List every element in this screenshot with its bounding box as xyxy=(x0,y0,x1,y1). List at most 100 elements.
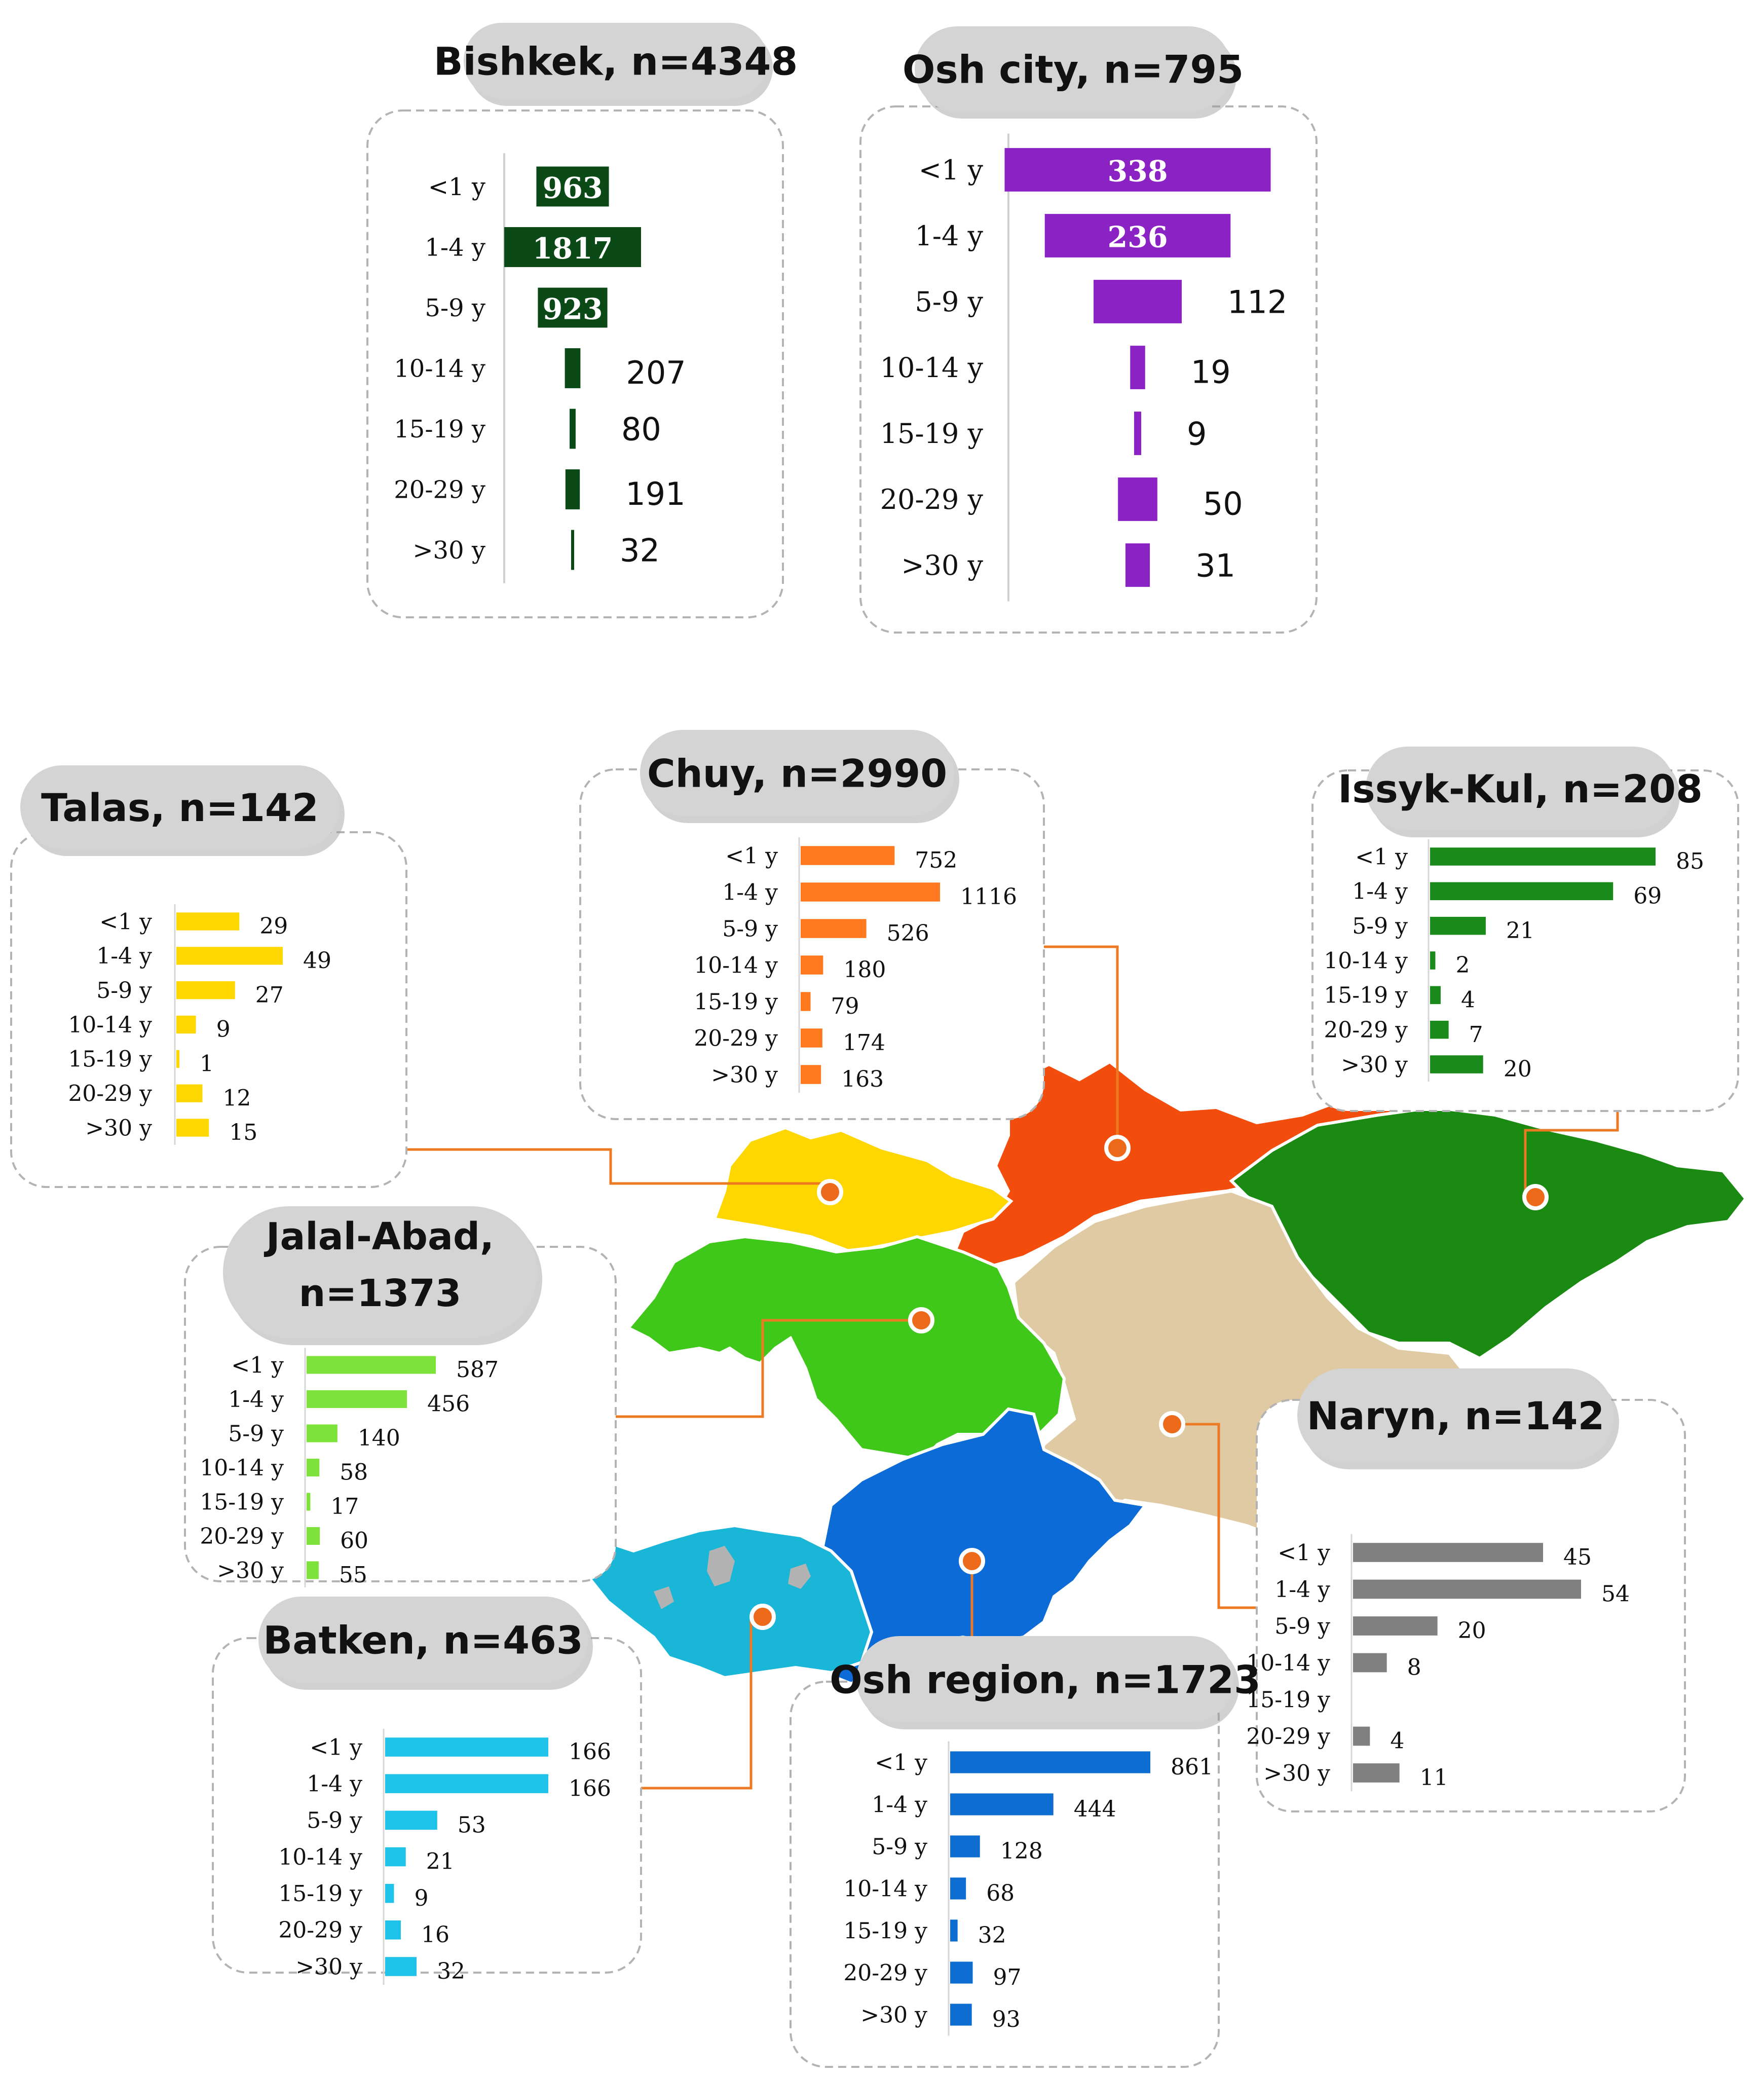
title-pill xyxy=(856,1636,1234,1722)
chart-panel-jalal_abad: Jalal-Abad, n=1373 <1 y 587 1-4 y 456 5-9 y 140… xyxy=(184,1206,617,1588)
value-label: 163 xyxy=(841,1066,884,1092)
chart-title: Issyk-Kul, n=208 xyxy=(1338,766,1703,811)
category-label: 15-19 y xyxy=(200,1489,284,1515)
title-pill xyxy=(1366,747,1675,830)
bar xyxy=(307,1493,311,1511)
bar xyxy=(950,1919,958,1942)
value-label: 207 xyxy=(626,354,686,391)
bar xyxy=(950,2004,972,2026)
chart-panel-chuy: Chuy, n=2990 <1 y 752 1-4 y 1116 5-9 y 526 10-1… xyxy=(579,730,1045,1120)
chart-panel-issyk_kul: Issyk-Kul, n=208 <1 y 85 1-4 y 69 5-9 y 21 10-1… xyxy=(1311,747,1739,1112)
value-label: 9 xyxy=(1187,415,1207,452)
category-label: <1 y xyxy=(725,843,778,869)
category-label: 20-29 y xyxy=(1324,1017,1408,1043)
bar xyxy=(1130,346,1145,389)
bar xyxy=(1118,477,1157,521)
bar xyxy=(801,992,811,1011)
category-label: 1-4 y xyxy=(1274,1577,1330,1603)
category-label: 1-4 y xyxy=(425,233,485,262)
title-pill xyxy=(223,1206,537,1338)
value-label: 444 xyxy=(1074,1796,1116,1822)
region-marker-talas xyxy=(817,1179,843,1205)
value-label: 58 xyxy=(340,1460,368,1486)
category-label: 1-4 y xyxy=(915,220,983,252)
bar xyxy=(1353,1616,1438,1636)
bar xyxy=(307,1458,320,1477)
category-label: 20-29 y xyxy=(694,1025,778,1051)
chart-title: Naryn, n=142 xyxy=(1307,1393,1605,1438)
title-pill xyxy=(464,23,768,99)
bar xyxy=(307,1356,436,1374)
category-label: >30 y xyxy=(711,1062,778,1088)
chart-title: Bishkek, n=4348 xyxy=(434,39,798,84)
bar xyxy=(571,530,574,570)
value-label: 97 xyxy=(993,1965,1022,1990)
value-label: 29 xyxy=(259,913,288,939)
category-label: 15-19 y xyxy=(394,415,485,443)
value-label: 4 xyxy=(1461,987,1475,1013)
category-label: <1 y xyxy=(875,1750,927,1775)
value-label: 32 xyxy=(978,1922,1006,1948)
value-label: 31 xyxy=(1195,547,1235,584)
category-label: 1-4 y xyxy=(1352,879,1408,905)
bar xyxy=(1353,1763,1400,1783)
value-label: 963 xyxy=(542,171,603,205)
bar xyxy=(385,1737,548,1757)
region-markers xyxy=(749,1135,1549,1630)
category-label: 1-4 y xyxy=(228,1387,284,1413)
category-label: 5-9 y xyxy=(96,978,152,1004)
category-label: 1-4 y xyxy=(96,943,152,969)
value-label: 7 xyxy=(1469,1022,1483,1048)
value-label: 2 xyxy=(1455,952,1470,978)
category-label: 15-19 y xyxy=(694,989,778,1015)
bar xyxy=(1430,1020,1449,1039)
value-label: 752 xyxy=(915,847,957,873)
bar xyxy=(1430,986,1441,1005)
region-marker-naryn xyxy=(1159,1411,1185,1437)
bar xyxy=(536,166,609,207)
category-label: 5-9 y xyxy=(915,286,983,318)
value-label: 20 xyxy=(1458,1618,1486,1644)
category-label: >30 y xyxy=(295,1954,362,1980)
category-label: 15-19 y xyxy=(1246,1687,1330,1713)
category-label: <1 y xyxy=(919,154,984,186)
map-region-issyk-kul xyxy=(1229,1105,1748,1360)
value-label: 166 xyxy=(569,1775,611,1801)
bar xyxy=(176,981,235,999)
bar xyxy=(801,1028,822,1048)
category-label: 5-9 y xyxy=(228,1421,284,1447)
leader-line-naryn xyxy=(1172,1423,1257,1609)
bar xyxy=(307,1527,320,1545)
panel-frame xyxy=(579,768,1045,1120)
bar xyxy=(801,882,940,902)
value-label: 526 xyxy=(887,920,929,946)
bar xyxy=(801,955,823,975)
chart-panel-osh_region: Osh region, n=1723 <1 y 861 1-4 y 444 5-9 y 12… xyxy=(790,1636,1261,2068)
value-label: 456 xyxy=(427,1391,470,1417)
category-label: >30 y xyxy=(860,2002,927,2028)
category-label: 15-19 y xyxy=(880,418,984,450)
title-pill xyxy=(20,765,340,849)
category-label: 5-9 y xyxy=(307,1808,362,1834)
title-pill xyxy=(915,26,1231,112)
chart-title: Batken, n=463 xyxy=(263,1617,583,1662)
chart-panel-osh_city: Osh city, n=795 <1 y 338 1-4 y 236 5-9 y 112 10… xyxy=(859,26,1318,634)
chart-title-line: Jalal-Abad, xyxy=(264,1215,494,1258)
bar xyxy=(1430,847,1656,866)
category-label: 10-14 y xyxy=(1324,948,1408,974)
category-label: 1-4 y xyxy=(722,879,778,905)
value-label: 4 xyxy=(1390,1728,1404,1754)
value-label: 49 xyxy=(303,948,331,974)
bar xyxy=(1430,882,1613,901)
category-label: >30 y xyxy=(85,1115,152,1141)
category-label: 5-9 y xyxy=(722,916,778,942)
category-label: >30 y xyxy=(412,536,485,565)
bar xyxy=(801,919,867,938)
category-label: >30 y xyxy=(901,549,983,581)
category-label: 20-29 y xyxy=(1246,1724,1330,1750)
value-label: 80 xyxy=(621,411,661,448)
value-label: 1 xyxy=(200,1051,214,1077)
value-label: 68 xyxy=(986,1880,1015,1906)
chart-panel-naryn: Naryn, n=142 <1 y 45 1-4 y 54 5-9 y 20 10-14 y 8… xyxy=(1246,1368,1686,1812)
